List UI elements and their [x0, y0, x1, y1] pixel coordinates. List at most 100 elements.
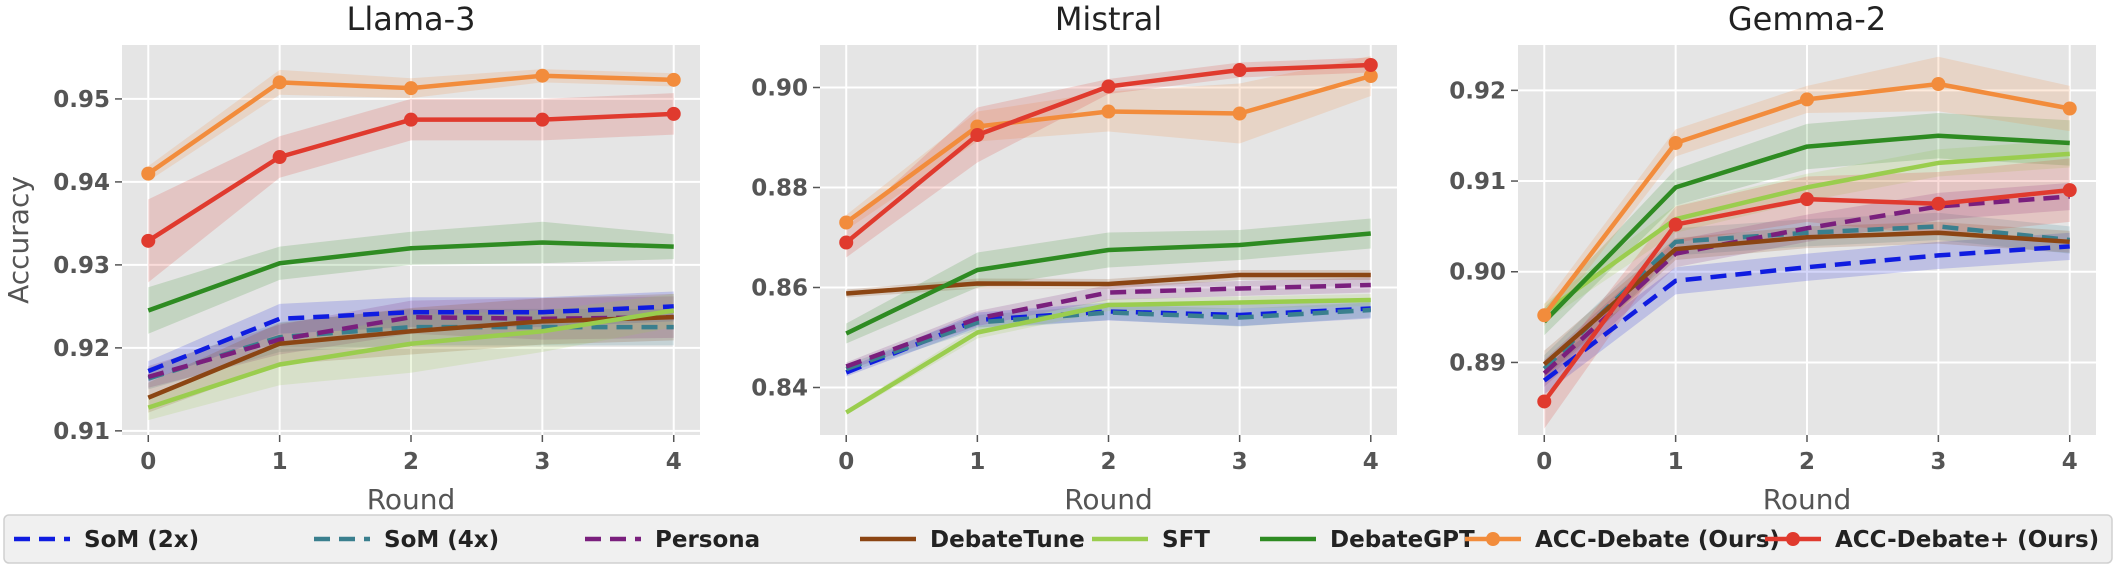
- x-tick-label: 3: [1232, 449, 1248, 475]
- data-point-acc-debate-ours: [1537, 308, 1552, 323]
- panel-mistral: 0.84 0.86 0.88 0.90 0 1 2 3 4 Mistral Round: [751, 0, 1397, 516]
- x-tick-label: 1: [272, 449, 288, 475]
- legend-label: SoM (2x): [84, 527, 199, 553]
- legend-label: DebateTune: [930, 527, 1085, 553]
- band-som-2x: [1544, 232, 2070, 395]
- data-point-acc-debate-ours: [839, 215, 854, 230]
- series-line-debatetune: [147, 314, 674, 400]
- data-point-acc-debate-ours: [1363, 69, 1378, 83]
- data-point-acc-debate-ours: [1363, 58, 1378, 72]
- legend-label: SoM (4x): [384, 527, 499, 553]
- data-point-acc-debate-ours: [535, 68, 550, 83]
- y-tick-label: 0.89: [1449, 350, 1506, 376]
- legend-label: Persona: [655, 527, 760, 553]
- band-acc-debate-ours: [846, 57, 1371, 258]
- band-debatetune: [148, 293, 674, 413]
- series-line-som-2x: [1542, 244, 2070, 383]
- band-debategpt: [846, 218, 1371, 344]
- y-tick-label: 0.93: [53, 253, 110, 279]
- data-point-acc-debate-ours: [404, 81, 418, 96]
- y-tick-label: 0.92: [53, 336, 110, 362]
- data-point-acc-debate-ours: [535, 112, 550, 127]
- legend-label: ACC-Debate (Ours): [1535, 527, 1780, 553]
- data-point-acc-debate-ours: [141, 233, 156, 248]
- series-line-debatetune: [846, 272, 1371, 296]
- series-line-som-4x: [1542, 224, 2070, 371]
- panel-llama-3: 0.91 0.92 0.93 0.94 0.95 0 1 2 3 4 Llama-3 Round Acc…: [2, 0, 700, 516]
- chart-title: Mistral: [1055, 0, 1162, 38]
- legend-item-debategpt: DebateGPT: [1260, 527, 1475, 553]
- data-point-acc-debate-ours: [404, 112, 418, 127]
- x-tick-label: 3: [534, 449, 550, 475]
- y-tick-label: 0.92: [1449, 78, 1506, 104]
- data-point-acc-debate-ours: [1101, 79, 1116, 94]
- x-tick-label: 0: [140, 449, 156, 475]
- y-tick-label: 0.90: [1449, 260, 1506, 286]
- legend-box: [3, 514, 2113, 564]
- band-debategpt: [1544, 113, 2070, 336]
- x-axis-label: Round: [1064, 483, 1153, 516]
- legend-item-som-2x: SoM (2x): [14, 527, 199, 553]
- x-tick-label: 4: [2062, 449, 2078, 475]
- legend-marker: [1786, 532, 1800, 546]
- y-tick-label: 0.94: [53, 170, 110, 196]
- legend-item-persona: Persona: [585, 527, 760, 553]
- data-point-acc-debate-ours: [1668, 217, 1683, 232]
- legend-item-sft: SFT: [1092, 527, 1210, 553]
- data-point-acc-debate-ours: [666, 72, 681, 87]
- x-tick-label: 2: [1799, 449, 1815, 475]
- data-point-acc-debate-ours: [1931, 196, 1946, 211]
- x-axis-label: Round: [1763, 483, 1852, 516]
- data-point-acc-debate-ours: [839, 235, 854, 250]
- legend: SoM (2x) SoM (4x) Persona DebateTune SFT Deba…: [3, 514, 2113, 564]
- data-point-acc-debate-ours: [141, 166, 156, 181]
- data-point-acc-debate-ours: [1668, 135, 1683, 150]
- y-axis-label: Accuracy: [2, 176, 35, 304]
- band-sft: [846, 294, 1371, 415]
- band-acc-debate-ours: [1544, 56, 2070, 327]
- x-tick-label: 2: [403, 449, 419, 475]
- series-line-sft: [845, 297, 1371, 415]
- data-point-acc-debate-ours: [1800, 92, 1814, 107]
- data-point-acc-debate-ours: [1232, 63, 1247, 77]
- data-point-acc-debate-ours: [666, 106, 681, 121]
- series-line-sft: [1542, 151, 2070, 315]
- y-tick-label: 0.86: [751, 276, 808, 302]
- data-point-acc-debate-ours: [1232, 106, 1247, 121]
- x-tick-label: 2: [1100, 449, 1116, 475]
- series-line-persona: [1542, 194, 2070, 375]
- band-debategpt: [148, 221, 674, 334]
- legend-label: ACC-Debate+ (Ours): [1835, 527, 2099, 553]
- x-tick-label: 0: [838, 449, 854, 475]
- band-persona: [1544, 182, 2070, 387]
- data-point-acc-debate-ours: [2062, 101, 2077, 116]
- panel-gemma-2: 0.89 0.90 0.91 0.92 0 1 2 3 4 Gemma-2 Round: [1449, 0, 2096, 516]
- data-point-acc-debate-ours: [1931, 77, 1946, 91]
- band-acc-debate-ours: [846, 56, 1371, 230]
- y-tick-label: 0.88: [751, 176, 808, 202]
- x-tick-label: 1: [969, 449, 985, 475]
- y-tick-label: 0.84: [751, 376, 808, 402]
- legend-label: SFT: [1162, 527, 1210, 553]
- series-line-debategpt: [147, 240, 674, 313]
- series-line-sft: [147, 308, 675, 410]
- data-point-acc-debate-ours: [1800, 192, 1814, 207]
- x-tick-label: 3: [1930, 449, 1946, 475]
- data-point-acc-debate-ours: [272, 150, 287, 165]
- series-line-debategpt: [845, 231, 1371, 336]
- data-point-acc-debate-ours: [2062, 183, 2077, 198]
- y-tick-label: 0.91: [1449, 169, 1506, 195]
- y-tick-label: 0.90: [751, 76, 808, 102]
- data-point-acc-debate-ours: [272, 75, 287, 90]
- series-line-debatetune: [1542, 230, 2070, 366]
- x-axis-label: Round: [367, 483, 456, 516]
- legend-item-acc-debate-ours: ACC-Debate+ (Ours): [1765, 527, 2099, 553]
- legend-item-acc-debate-ours: ACC-Debate (Ours): [1465, 527, 1780, 553]
- y-tick-label: 0.91: [53, 419, 110, 445]
- legend-label: DebateGPT: [1330, 527, 1475, 553]
- data-point-acc-debate-ours: [970, 128, 985, 142]
- band-acc-debate-ours: [148, 93, 674, 283]
- x-tick-label: 1: [1668, 449, 1684, 475]
- y-tick-label: 0.95: [53, 87, 110, 113]
